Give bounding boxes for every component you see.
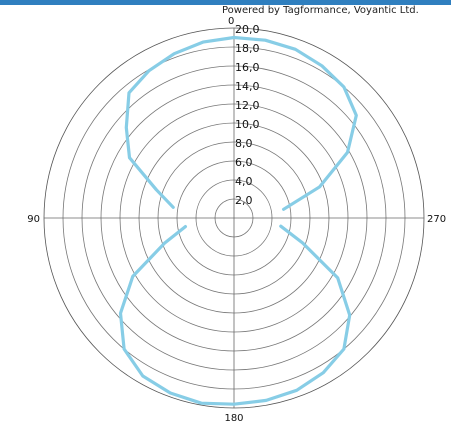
radial-tick-label: 4,0 — [235, 175, 253, 188]
series-line — [124, 35, 236, 209]
radial-tick-label: 10,0 — [235, 118, 260, 131]
radial-tick-label: 18,0 — [235, 42, 260, 55]
angle-label: 0 — [228, 16, 234, 27]
angle-label: 90 — [27, 214, 40, 225]
top-accent-bar — [0, 0, 451, 5]
angle-labels: 0 90 180 270 — [27, 16, 446, 423]
radial-tick-label: 16,0 — [235, 61, 260, 74]
radial-tick-label: 6,0 — [235, 156, 253, 169]
angle-label: 270 — [427, 214, 446, 225]
angle-label: 180 — [224, 413, 243, 423]
radial-tick-label: 20,0 — [235, 23, 260, 36]
grid-spokes — [44, 28, 424, 408]
radial-tick-label: 2,0 — [235, 194, 253, 207]
radial-tick-labels: 2,0 4,0 6,0 8,0 10,0 12,0 14,0 16,0 18,0 20,0 — [235, 23, 260, 207]
credit-text: Powered by Tagformance, Voyantic Ltd. — [222, 5, 419, 16]
series-layer — [118, 35, 358, 406]
radial-tick-label: 14,0 — [235, 80, 260, 93]
series-line — [232, 35, 358, 211]
series-line — [118, 224, 352, 406]
radial-tick-label: 8,0 — [235, 137, 253, 150]
radial-tick-label: 12,0 — [235, 99, 260, 112]
